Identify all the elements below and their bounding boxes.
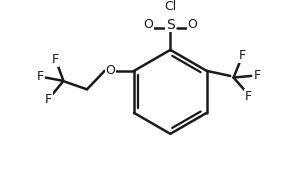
- Text: F: F: [36, 70, 44, 83]
- Text: F: F: [245, 90, 252, 103]
- Text: O: O: [187, 18, 197, 31]
- Text: F: F: [253, 69, 261, 82]
- Text: Cl: Cl: [164, 0, 176, 13]
- Text: O: O: [105, 64, 115, 77]
- Text: F: F: [51, 53, 59, 66]
- Text: S: S: [166, 18, 175, 32]
- Text: F: F: [238, 49, 246, 62]
- Text: O: O: [144, 18, 154, 31]
- Text: F: F: [45, 93, 52, 106]
